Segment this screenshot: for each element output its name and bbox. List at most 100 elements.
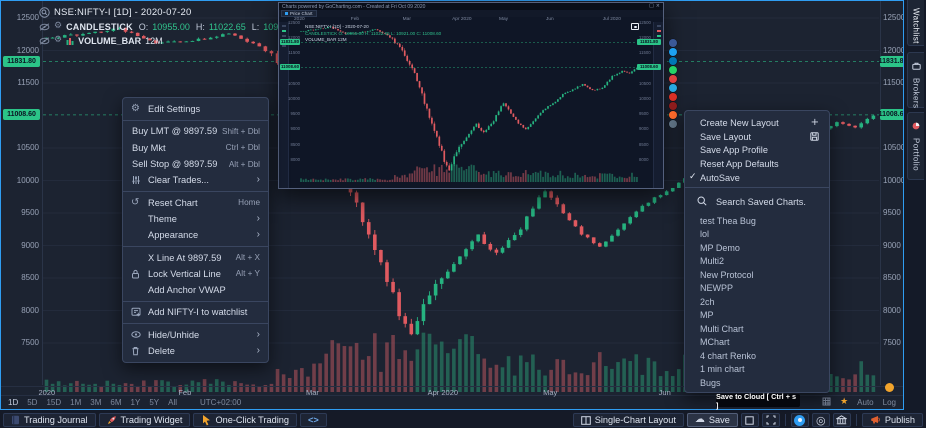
tf-15d[interactable]: 15D [46,398,62,407]
trading-journal-button[interactable]: Trading Journal [3,413,96,427]
saved-chart-item[interactable]: MP Demo [700,242,740,253]
mini-volume-legend: VOLUME_BAR 12M [305,37,347,42]
chart-preview-window[interactable]: Charts powered by GoCharting.com - Creat… [278,2,664,189]
frame-button[interactable] [740,413,759,427]
symbol-row: NSE:NIFTY-I [1D] - 2020-07-20 [39,6,357,19]
date-tick-label: Apr 2020 [427,388,459,397]
tf-1m[interactable]: 1M [70,398,82,407]
trading-widget-button[interactable]: Trading Widget [98,413,191,427]
menu-item-x-line[interactable]: X Line At 9897.59 Alt + X [148,252,260,263]
one-click-trading-button[interactable]: One-Click Trading [193,413,297,427]
saved-chart-item[interactable]: lol [700,229,710,240]
tab-watchlist[interactable]: Watchlist [907,0,924,46]
high-label: H: [195,21,205,32]
target-button[interactable]: ◎ [811,413,830,427]
tf-1y[interactable]: 1Y [130,398,141,407]
menu-item-add-to-watchlist[interactable]: Add NIFTY-I to watchlist [123,304,268,320]
tf-3m[interactable]: 3M [90,398,102,407]
save-button[interactable]: ☁ Save [686,413,738,427]
mini-symbol-title: NSE:NIFTY-I [1D] - 2020-07-20 [305,24,369,29]
camera-icon[interactable] [631,23,639,30]
publish-button[interactable]: Publish [861,413,923,427]
eye-off-icon[interactable] [39,36,50,45]
tf-all[interactable]: All [168,398,178,407]
tab-brokers[interactable]: Brokers [907,52,924,108]
menu-item-buy-lmt[interactable]: Buy LMT @ 9897.59 Shift + Dbl [132,126,260,137]
tf-5d[interactable]: 5D [27,398,38,407]
saved-chart-item[interactable]: 4 chart Renko [700,350,757,361]
volume-study-name[interactable]: VOLUME_BAR [78,35,142,46]
gear-icon[interactable]: ⚙ [54,35,63,45]
symbol-title[interactable]: NSE:NIFTY-I [1D] - 2020-07-20 [54,7,192,18]
menu-item-add-anchor-vwap[interactable]: Add Anchor VWAP [148,285,226,296]
favorite-star-icon[interactable]: ★ [840,397,849,407]
menu-item-delete[interactable]: Delete › [123,343,268,359]
zoom-icon[interactable] [39,7,50,18]
menu-item-reset-app-defaults[interactable]: Reset App Defaults [700,159,779,170]
gear-icon[interactable]: ⚙ [54,21,63,31]
restore-window-icon[interactable]: □ [649,3,654,9]
saved-chart-item[interactable]: 1 min chart [700,364,745,375]
menu-item-autosave[interactable]: ✓ AutoSave [689,172,740,184]
share-pinterest-button[interactable] [669,75,677,83]
mini-ohlc-legend: CANDLESTICK O: 10955.00 H: 11022.65 L: 1… [305,30,442,36]
menu-separator [123,245,268,247]
preview-tab-price-chart[interactable]: Price Chart [281,9,317,17]
log-scale-toggle[interactable]: Log [882,398,896,407]
search-saved-charts-input[interactable] [714,196,819,209]
right-axis-line [880,1,881,385]
menu-item-theme[interactable]: Theme › [148,212,260,224]
saved-chart-item[interactable]: 2ch [700,296,715,307]
code-snippet-button[interactable]: <> [300,413,327,427]
fullscreen-button[interactable] [761,413,780,427]
share-youtube-button[interactable] [669,93,677,101]
share-linkedin-button[interactable] [669,57,677,65]
saved-chart-item[interactable]: test Thea Bug [700,215,756,226]
camera-button[interactable] [790,413,809,427]
time-axis[interactable] [1,386,903,400]
notification-dot[interactable] [885,383,894,392]
saved-chart-item[interactable]: MChart [700,337,730,348]
mini-price-tag: 11831.80 [280,39,300,46]
saved-chart-item[interactable]: Multi2 [700,256,725,267]
share-facebook-button[interactable] [669,39,677,47]
marketplace-button[interactable] [832,413,851,427]
share-twitter-button[interactable] [669,48,677,56]
saved-chart-item[interactable]: NEWPP [700,283,734,294]
share-reddit-button[interactable] [669,111,677,119]
menu-item-save-layout[interactable]: Save Layout [685,130,829,144]
timezone-label[interactable]: UTC+02:00 [200,398,242,407]
share-whatsapp-button[interactable] [669,66,677,74]
menu-item-reset-chart[interactable]: ↺ Reset Chart Home [131,196,260,208]
eye-icon [131,331,148,338]
menu-item-edit-settings[interactable]: ⚙ Edit Settings [131,103,201,115]
menu-item-create-new-layout[interactable]: Create New Layout + [700,116,819,128]
share-tumblr-button[interactable] [669,120,677,128]
goto-date-icon[interactable] [822,397,831,408]
chart-context-menu: ⚙ Edit Settings Buy LMT @ 9897.59 Shift … [122,97,269,364]
saved-chart-item[interactable]: Bugs [700,377,721,388]
menu-item-save-app-profile[interactable]: Save App Profile [700,145,768,156]
menu-item-lock-vertical-line[interactable]: Lock Vertical Line Alt + Y [123,266,268,282]
mini-price-tag: 11008.60 [637,64,661,71]
menu-item-buy-mkt[interactable]: Buy Mkt Ctrl + Dbl [132,142,260,153]
share-email-button[interactable] [669,102,677,110]
single-chart-layout-button[interactable]: Single-Chart Layout [572,413,684,427]
study-name[interactable]: CANDLESTICK [66,21,133,32]
tf-5y[interactable]: 5Y [149,398,160,407]
saved-chart-item[interactable]: MP [700,310,714,321]
close-window-icon[interactable]: × [655,3,660,9]
menu-item-sell-stop[interactable]: Sell Stop @ 9897.59 Alt + Dbl [132,159,260,170]
price-tick-label: 10500 [16,143,39,152]
tf-1d[interactable]: 1D [8,398,19,407]
share-telegram-button[interactable] [669,84,677,92]
tf-6m[interactable]: 6M [110,398,122,407]
menu-item-hide-unhide[interactable]: Hide/Unhide › [123,327,268,343]
tab-portfolio[interactable]: Portfolio [907,112,924,180]
saved-chart-item[interactable]: New Protocol [700,269,754,280]
menu-item-clear-trades[interactable]: Clear Trades... › [123,172,268,188]
eye-off-icon[interactable] [39,22,50,31]
auto-scale-toggle[interactable]: Auto [857,398,874,407]
saved-chart-item[interactable]: Multi Chart [700,323,744,334]
menu-item-appearance[interactable]: Appearance › [148,229,260,241]
